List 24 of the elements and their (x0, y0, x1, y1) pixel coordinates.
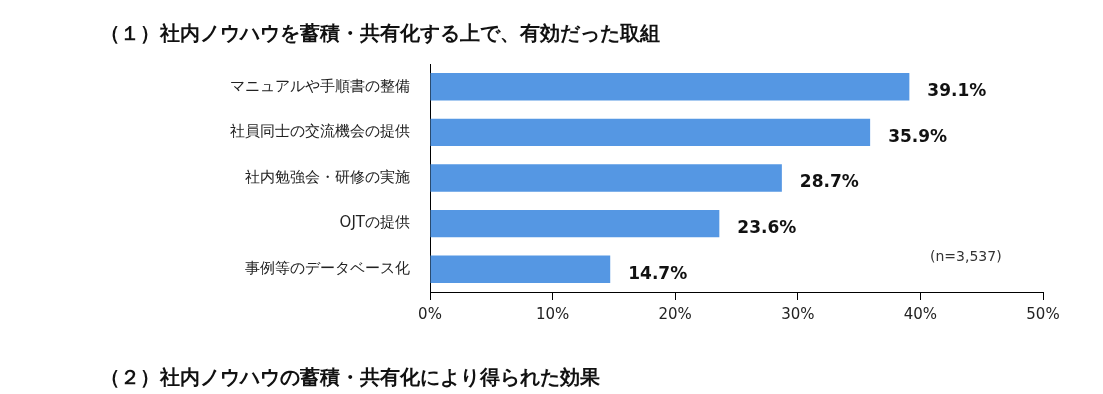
bar (430, 164, 782, 192)
x-tick-label: 40% (903, 304, 938, 323)
data-label: 23.6% (737, 217, 797, 238)
y-tick-label: マニュアルや手順書の整備 (230, 76, 410, 95)
bar (430, 118, 871, 147)
bar (430, 73, 910, 101)
chart-title: （１）社内ノウハウを蓄積・共有化する上で、有効だった取組 (100, 20, 660, 47)
x-tick-label: 30% (781, 304, 815, 323)
x-tick-label: 50% (1026, 304, 1060, 323)
text: （２）社内ノウハウの蓄積・共有化により得られた効果 (100, 364, 600, 391)
annotation: (n=3,537) (930, 248, 1002, 264)
y-tick-label: 社員同士の交流機会の提供 (230, 122, 410, 141)
x-tick-label: 0% (418, 304, 442, 323)
data-label: 35.9% (888, 125, 948, 146)
y-tick-label: OJTの提供 (339, 213, 410, 232)
data-label: 14.7% (628, 262, 688, 283)
y-tick-label: 事例等のデータベース化 (245, 259, 410, 278)
x-tick-label: 10% (535, 304, 570, 323)
data-label: 28.7% (799, 171, 859, 192)
data-label: 39.1% (927, 80, 987, 101)
y-tick-label: 社内勉強会・研修の実施 (245, 167, 410, 186)
x-tick-label: 20% (658, 304, 692, 323)
bar (430, 209, 720, 238)
bar (430, 255, 611, 283)
